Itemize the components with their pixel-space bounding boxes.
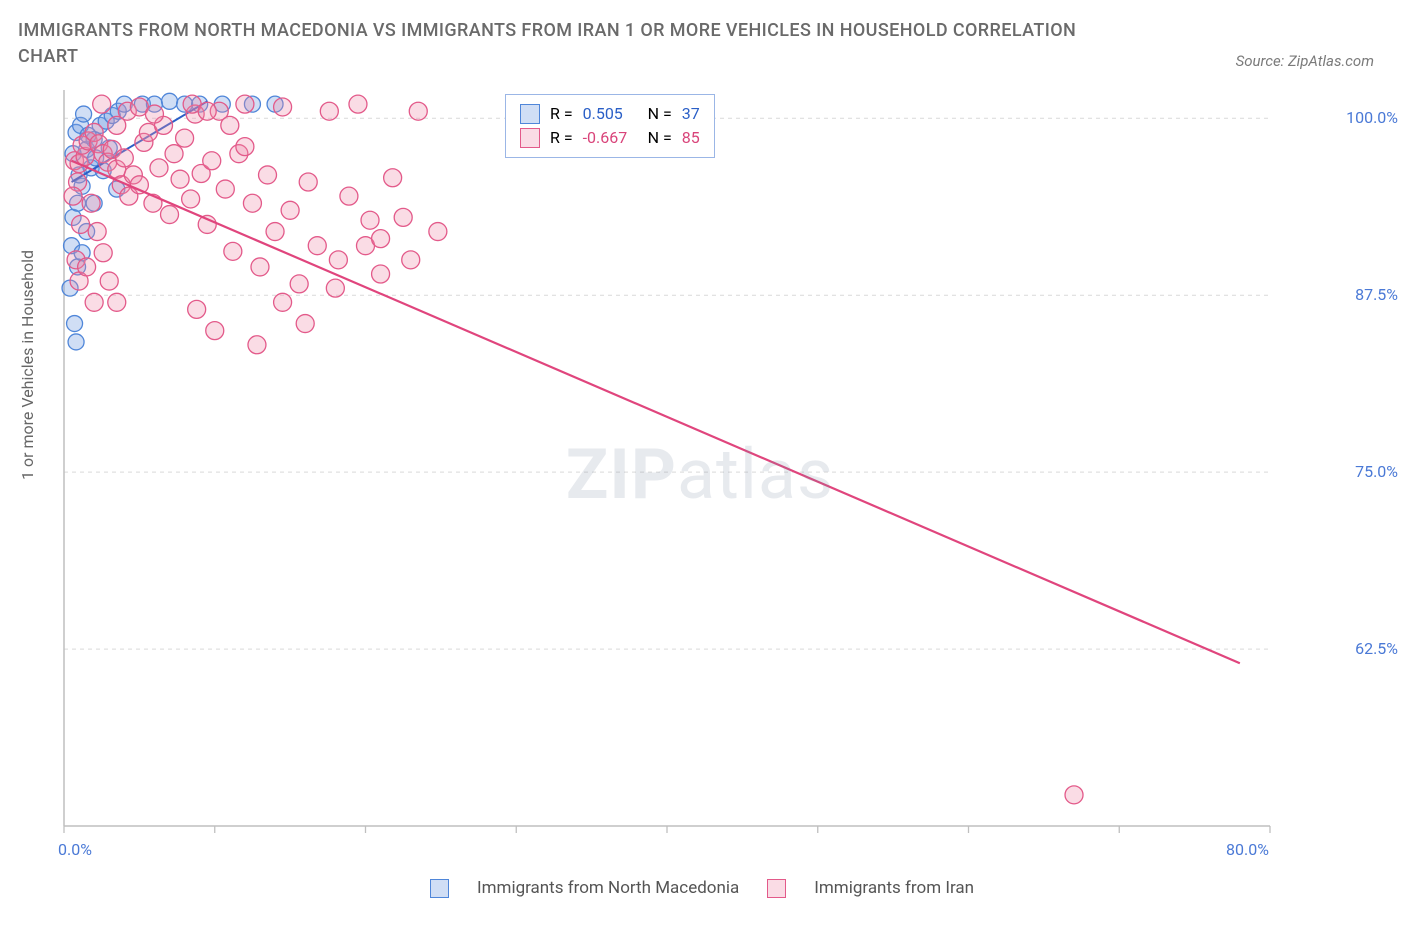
y-tick-label: 62.5%: [1355, 639, 1398, 658]
x-tick-label: 0.0%: [58, 840, 92, 859]
legend-row-ir: R = -0.667 N = 85: [520, 126, 700, 150]
legend-swatch-nm: [520, 104, 540, 124]
r-label: R =: [550, 102, 573, 126]
correlation-legend: R = 0.505 N = 37 R = -0.667 N = 85: [505, 94, 715, 158]
y-tick-label: 75.0%: [1355, 462, 1398, 481]
legend-swatch-ir: [520, 128, 540, 148]
series-name-nm: Immigrants from North Macedonia: [477, 878, 739, 898]
scatter-chart: ZIPatlas R = 0.505 N = 37 R = -0.667 N =…: [60, 90, 1340, 860]
x-tick-label: 80.0%: [1226, 840, 1269, 859]
y-tick-label: 87.5%: [1355, 285, 1398, 304]
n-value-ir: 85: [682, 126, 700, 150]
series-legend: Immigrants from North Macedonia Immigran…: [430, 878, 974, 898]
n-label: N =: [648, 126, 672, 150]
series-name-ir: Immigrants from Iran: [814, 878, 974, 898]
y-axis-label: 1 or more Vehicles in Household: [18, 250, 37, 480]
r-value-nm: 0.505: [583, 102, 638, 126]
legend-row-nm: R = 0.505 N = 37: [520, 102, 700, 126]
n-value-nm: 37: [682, 102, 700, 126]
y-tick-label: 100.0%: [1346, 108, 1398, 127]
chart-title: IMMIGRANTS FROM NORTH MACEDONIA VS IMMIG…: [18, 18, 1118, 70]
r-label: R =: [550, 126, 573, 150]
legend-swatch-ir: [767, 879, 786, 898]
legend-swatch-nm: [430, 879, 449, 898]
r-value-ir: -0.667: [583, 126, 638, 150]
n-label: N =: [648, 102, 672, 126]
source-attribution: Source: ZipAtlas.com: [1236, 52, 1382, 70]
